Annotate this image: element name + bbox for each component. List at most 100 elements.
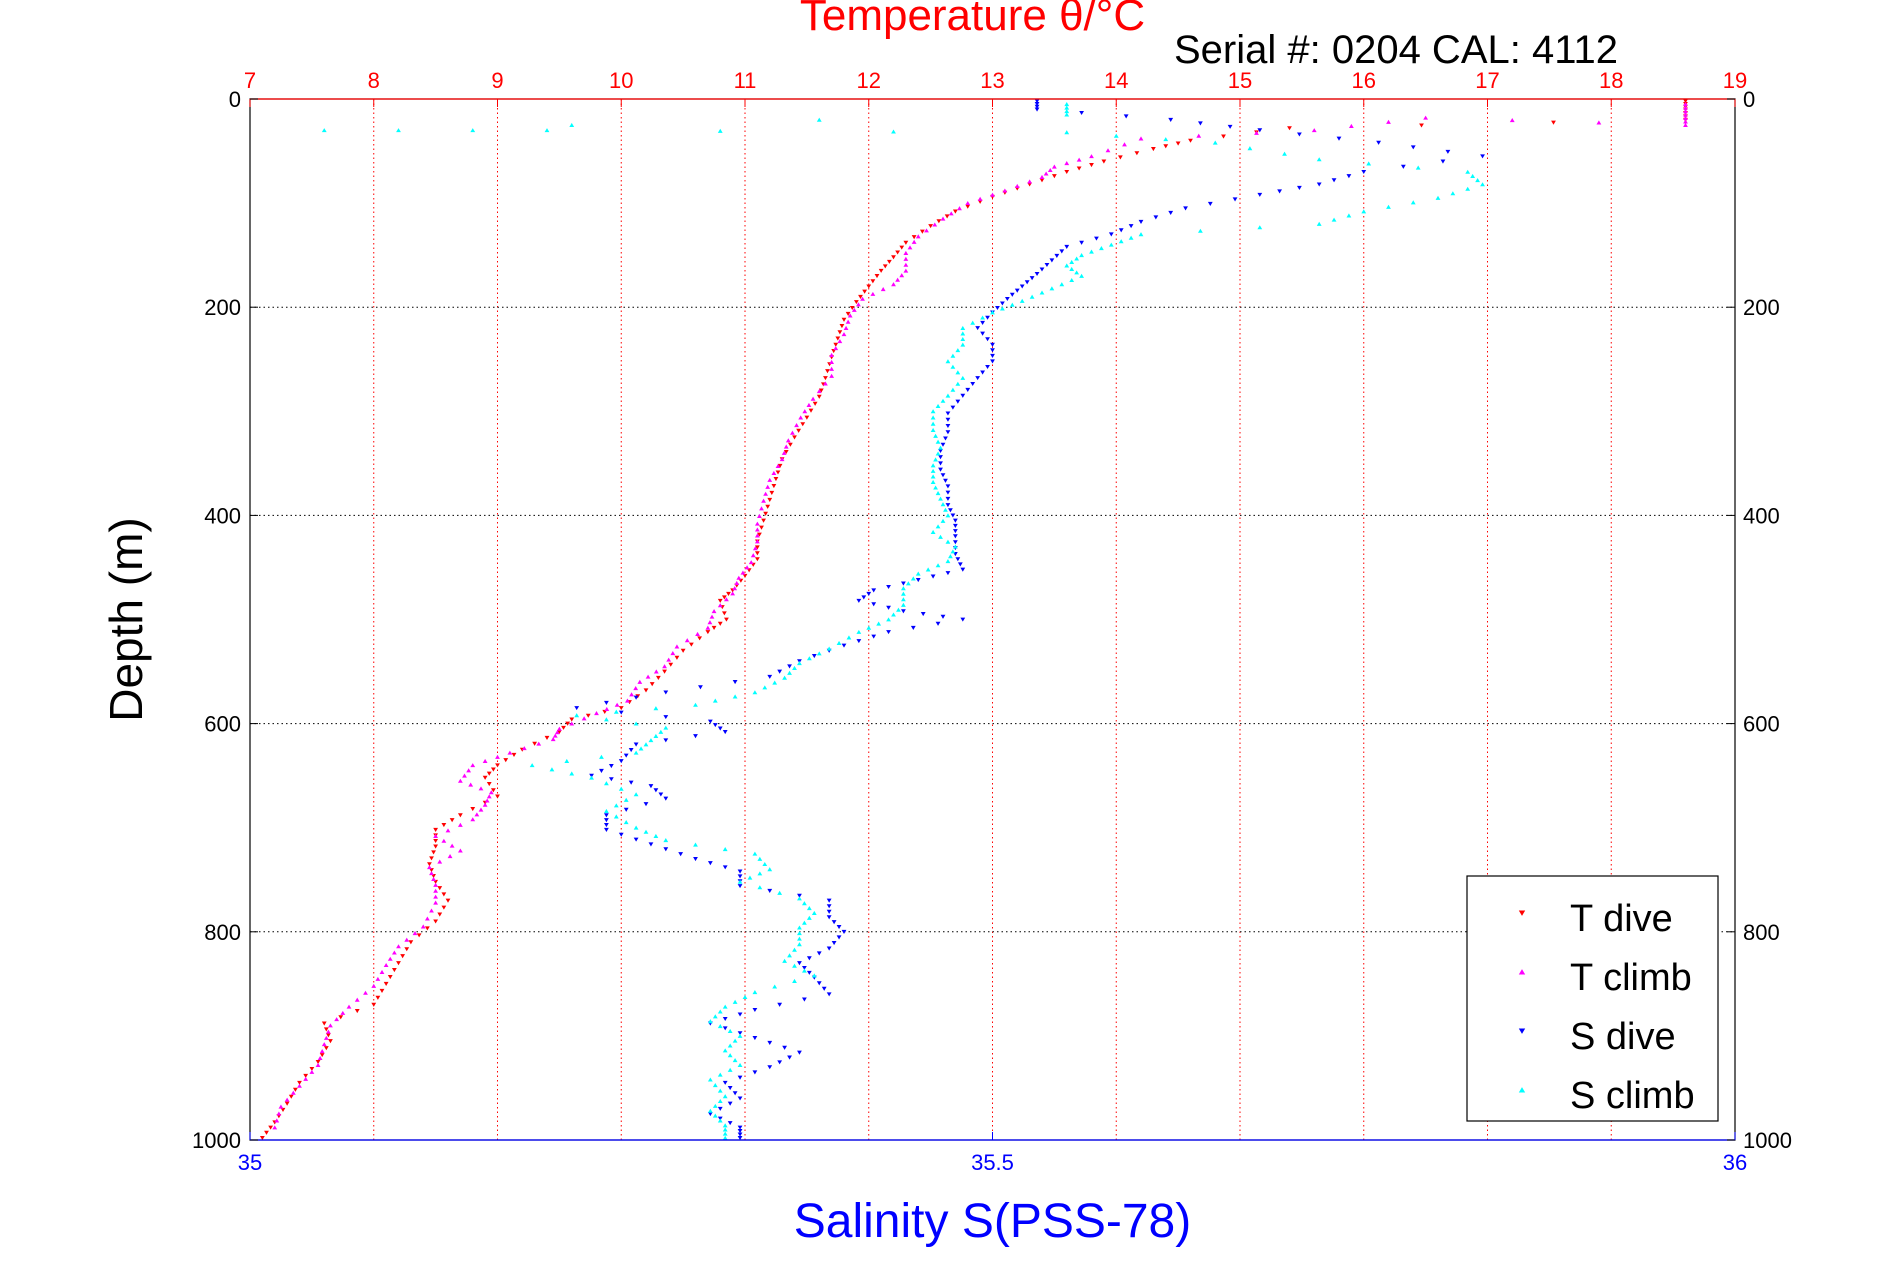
data-point xyxy=(637,679,643,684)
data-point xyxy=(742,573,748,578)
data-point xyxy=(698,685,703,690)
data-point xyxy=(623,797,629,802)
data-point xyxy=(594,711,599,716)
data-point xyxy=(762,685,768,690)
data-point xyxy=(574,706,580,711)
data-point xyxy=(1376,140,1381,145)
data-point xyxy=(722,730,728,735)
data-point xyxy=(379,988,385,993)
data-point xyxy=(323,1035,329,1040)
data-point xyxy=(903,240,909,245)
data-point xyxy=(727,1067,733,1072)
data-point xyxy=(1247,146,1253,151)
data-point xyxy=(765,484,771,489)
temperature-tick-label: 11 xyxy=(734,68,757,93)
data-point xyxy=(309,1066,315,1072)
data-point xyxy=(486,794,492,799)
series-s-climb xyxy=(321,102,1485,1140)
data-point xyxy=(816,117,822,122)
data-point xyxy=(424,916,430,921)
data-point xyxy=(722,1131,728,1136)
data-point xyxy=(470,807,476,812)
data-point xyxy=(754,527,760,532)
data-point xyxy=(845,311,851,316)
data-point xyxy=(886,584,891,590)
data-point xyxy=(816,951,822,956)
data-point xyxy=(797,661,802,666)
data-point xyxy=(843,325,849,330)
data-point xyxy=(663,796,669,801)
data-point xyxy=(297,1080,302,1085)
data-point xyxy=(1277,189,1282,194)
data-point xyxy=(1415,165,1421,170)
data-point xyxy=(1196,133,1202,138)
data-point xyxy=(930,468,936,473)
data-point xyxy=(1079,110,1084,116)
data-point xyxy=(1128,224,1134,229)
data-point xyxy=(816,651,822,656)
depth-tick-label-right: 800 xyxy=(1743,920,1780,945)
data-point xyxy=(930,415,936,420)
data-point xyxy=(952,518,958,523)
data-point xyxy=(721,611,727,616)
data-point xyxy=(836,935,842,940)
data-point xyxy=(466,768,472,773)
data-point xyxy=(662,664,667,669)
data-point xyxy=(1596,120,1602,125)
data-point xyxy=(856,598,862,603)
data-point xyxy=(470,763,476,768)
data-point xyxy=(831,940,837,946)
data-point xyxy=(965,387,971,392)
data-point xyxy=(790,430,795,435)
data-point xyxy=(1118,228,1124,233)
data-point xyxy=(1123,114,1129,119)
data-point xyxy=(693,702,698,707)
data-point xyxy=(798,415,804,420)
data-point xyxy=(268,1125,274,1130)
data-point xyxy=(878,268,884,273)
data-point xyxy=(761,498,766,503)
data-point xyxy=(668,662,674,667)
data-point xyxy=(503,758,509,763)
grid xyxy=(250,99,1735,1140)
data-point xyxy=(346,1004,352,1009)
data-point xyxy=(945,503,951,508)
data-point xyxy=(550,737,556,742)
data-point xyxy=(323,1046,329,1051)
data-point xyxy=(839,324,845,329)
data-point xyxy=(960,325,966,330)
data-point xyxy=(750,553,756,558)
data-point xyxy=(717,1106,723,1111)
data-point xyxy=(826,946,832,951)
data-point xyxy=(653,833,659,838)
salinity-axis-title: Salinity S(PSS-78) xyxy=(794,1195,1191,1248)
data-point xyxy=(737,869,743,874)
data-point xyxy=(732,694,738,699)
data-point xyxy=(429,908,434,913)
data-point xyxy=(1034,104,1040,109)
temperature-tick-label: 9 xyxy=(491,68,503,93)
data-point xyxy=(930,574,936,579)
data-point xyxy=(901,591,906,596)
data-point xyxy=(663,738,669,743)
data-point xyxy=(930,474,936,479)
data-point xyxy=(604,823,609,828)
data-point xyxy=(797,961,802,966)
data-point xyxy=(629,692,634,697)
data-point xyxy=(754,533,760,538)
data-point xyxy=(707,1108,713,1113)
legend-marker xyxy=(1518,969,1526,975)
data-point xyxy=(826,898,832,903)
data-point xyxy=(284,1101,290,1106)
data-point xyxy=(957,562,963,567)
data-point xyxy=(792,947,797,952)
data-point xyxy=(938,467,943,472)
data-point xyxy=(1069,277,1075,283)
data-point xyxy=(901,597,906,602)
data-point xyxy=(618,786,624,791)
data-point xyxy=(752,1036,758,1041)
data-point xyxy=(797,931,802,936)
temperature-tick-label: 17 xyxy=(1475,68,1499,93)
data-point xyxy=(955,370,961,375)
